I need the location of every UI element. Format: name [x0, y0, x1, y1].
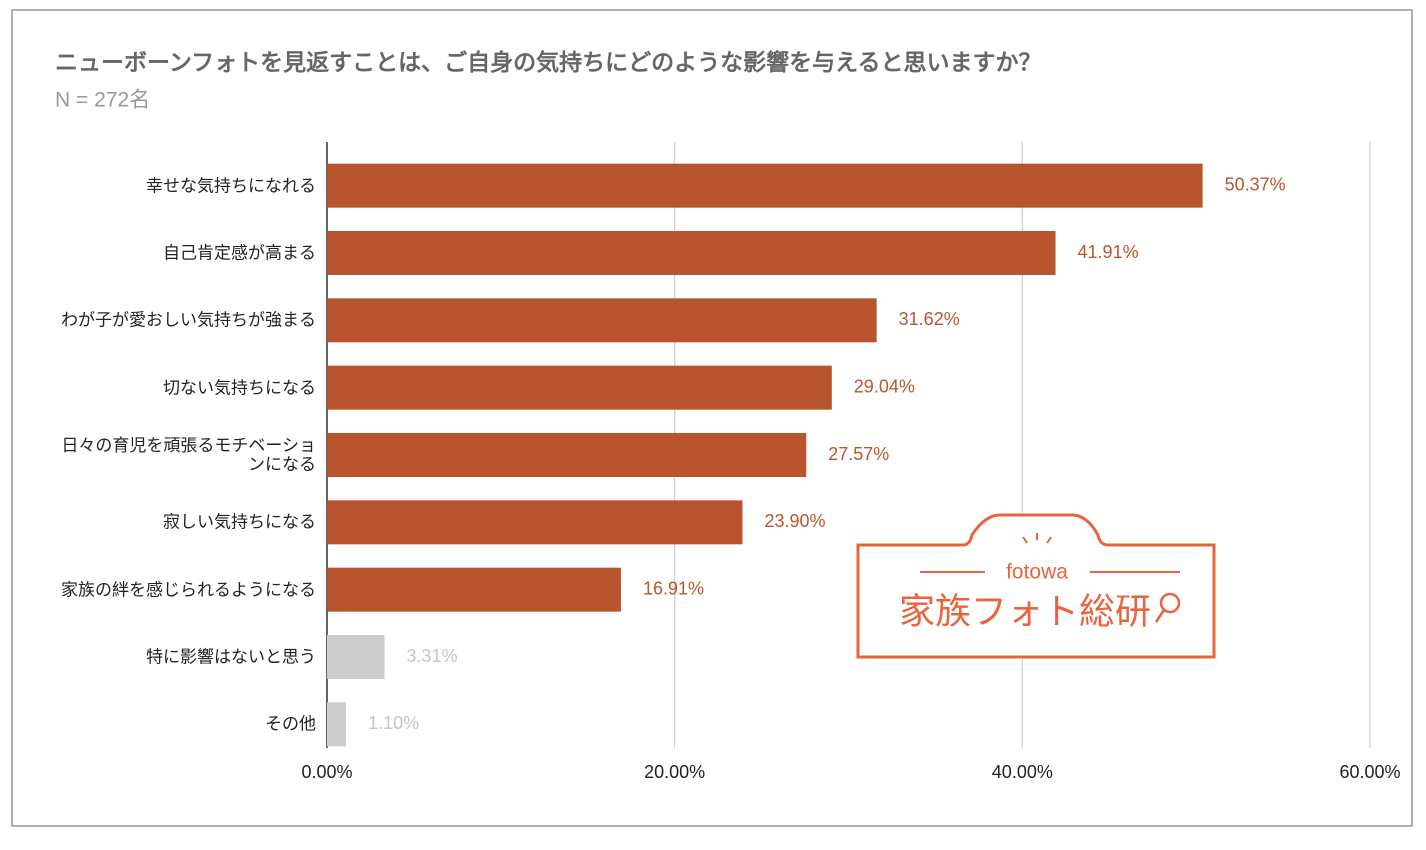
logo-spark — [1022, 533, 1052, 544]
bar — [327, 635, 385, 679]
y-tick-label: 寂しい気持ちになる — [163, 512, 316, 532]
x-tick-label: 40.00% — [992, 762, 1053, 782]
y-tick-label: その他 — [265, 714, 316, 734]
x-tick-label: 60.00% — [1339, 762, 1400, 782]
y-tick-label: 自己肯定感が高まる — [163, 243, 316, 263]
bar — [327, 163, 1203, 208]
data-label: 16.91% — [643, 578, 704, 598]
data-label: 31.62% — [899, 309, 960, 329]
data-label: 23.90% — [764, 511, 825, 531]
x-tick-label: 0.00% — [301, 762, 352, 782]
logo-name: 家族フォト総研 — [899, 591, 1151, 632]
frame — [11, 9, 1413, 827]
bar — [327, 433, 807, 477]
bar — [327, 500, 743, 545]
logo-frame — [856, 513, 1216, 659]
bar — [327, 231, 1056, 275]
data-label: 3.31% — [407, 646, 458, 666]
y-tick-label: 特に影響はないと思う — [146, 647, 316, 667]
logo-lens — [1159, 592, 1181, 614]
y-tick-label: 幸せな気持ちになれる — [146, 176, 316, 196]
y-tick-label: 切ない気持ちになる — [163, 378, 316, 398]
bar — [327, 567, 621, 612]
data-label: 50.37% — [1225, 174, 1286, 194]
bar — [327, 702, 347, 747]
y-tick-label: 日々の育児を頑張るモチベーションになる — [61, 436, 316, 474]
y-tick-label: 家族の絆を感じられるようになる — [61, 580, 316, 600]
bar — [327, 298, 877, 343]
data-label: 29.04% — [854, 376, 915, 396]
chart-title: ニューボーンフォトを見返すことは、ご自身の気持ちにどのような影響を与えると思いま… — [55, 49, 1041, 75]
logo-brand: fotowa — [1006, 561, 1068, 584]
logo-lens-handle — [1154, 609, 1166, 623]
data-label: 1.10% — [368, 713, 419, 733]
x-tick-label: 20.00% — [644, 762, 705, 782]
data-label: 41.91% — [1078, 242, 1139, 262]
bar — [327, 365, 832, 410]
logo: fotowa 家族フォト総研 — [856, 513, 1216, 659]
chart-subtitle: N = 272名 — [55, 89, 150, 112]
y-tick-label: わが子が愛おしい気持ちが強まる — [61, 310, 316, 330]
data-label: 27.57% — [828, 444, 889, 464]
